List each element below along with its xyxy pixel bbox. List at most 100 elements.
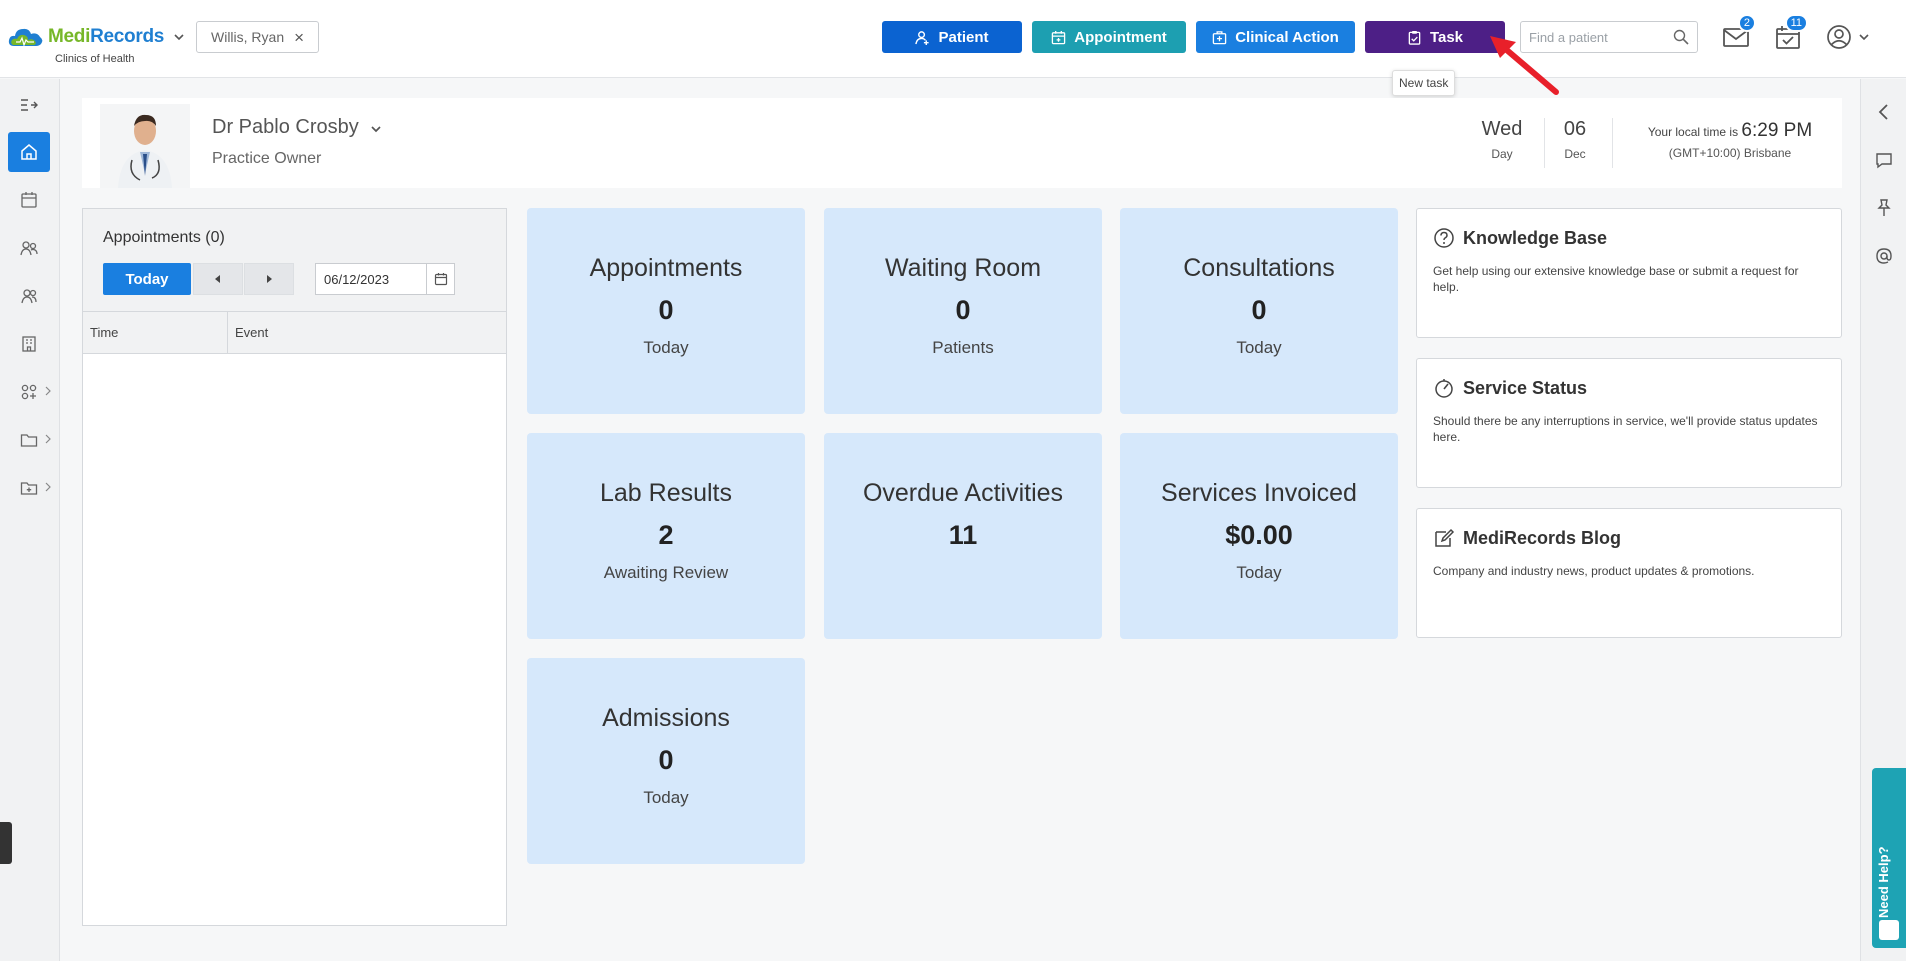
date-value: 06 xyxy=(1563,118,1587,140)
card-body: Should there be any interruptions in ser… xyxy=(1433,414,1818,444)
tile-subtitle: Today xyxy=(643,788,689,807)
tile-title: Waiting Room xyxy=(884,254,1042,282)
user-menu-button[interactable] xyxy=(1826,22,1876,52)
mention-icon[interactable] xyxy=(1873,245,1895,267)
tile-admissions[interactable]: Admissions 0 Today xyxy=(527,658,805,864)
new-patient-button[interactable]: Patient xyxy=(882,21,1022,53)
logo-text: MediRecords xyxy=(48,26,165,47)
chevron-down-icon xyxy=(1859,34,1869,41)
date-field[interactable]: 06/12/2023 xyxy=(324,271,390,287)
current-patient-chip[interactable]: Willis, Ryan × xyxy=(196,21,320,53)
find-patient-search[interactable]: Find a patient xyxy=(1520,21,1698,53)
tile-services-invoiced[interactable]: Services Invoiced $0.00 Today xyxy=(1120,433,1398,639)
card-service-status[interactable]: Service Status Should there be any inter… xyxy=(1416,358,1842,488)
local-time-display: Your local time is 6:29 PM (GMT+10:00) B… xyxy=(1630,120,1830,160)
question-circle-icon xyxy=(1434,228,1454,248)
doctor-role: Practice Owner xyxy=(212,150,322,167)
close-icon[interactable]: × xyxy=(294,27,305,47)
clinical-action-button[interactable]: Clinical Action xyxy=(1196,21,1355,53)
sidebar-item-home[interactable] xyxy=(8,132,50,172)
column-header-event[interactable]: Event xyxy=(235,325,269,340)
need-help-label: Need Help? xyxy=(1876,846,1891,918)
top-bar: MediRecords Clinics of Health Willis, Ry… xyxy=(0,0,1906,78)
card-blog[interactable]: MediRecords Blog Company and industry ne… xyxy=(1416,508,1842,638)
caret-right-icon xyxy=(267,275,272,283)
tile-value: 0 xyxy=(955,295,971,325)
messages-count-badge: 2 xyxy=(1737,14,1756,32)
medical-bag-icon xyxy=(1212,30,1227,44)
calendar-tasks-button[interactable]: 11 xyxy=(1772,14,1808,52)
next-day-button[interactable] xyxy=(244,263,294,295)
tile-value: 2 xyxy=(658,520,674,550)
clipboard-check-icon xyxy=(1408,30,1421,45)
tile-value: 11 xyxy=(948,520,978,550)
appointments-panel-header: Appointments (0) Today 06/12/2023 xyxy=(83,209,506,312)
new-appointment-button[interactable]: Appointment xyxy=(1032,21,1186,53)
chevron-left-icon[interactable] xyxy=(1873,101,1895,123)
tile-overdue-activities[interactable]: Overdue Activities 11 xyxy=(824,433,1102,639)
doctor-name-dropdown[interactable]: Dr Pablo Crosby xyxy=(212,116,383,139)
search-input[interactable]: Find a patient xyxy=(1529,29,1608,45)
tile-title: Consultations xyxy=(1183,254,1335,282)
sidebar-item-patients[interactable] xyxy=(8,228,50,268)
chevron-right-icon xyxy=(45,434,51,444)
day-label: Day xyxy=(1491,147,1513,161)
home-icon xyxy=(21,144,37,160)
tile-value: 0 xyxy=(1251,295,1267,325)
left-sidebar xyxy=(0,79,60,961)
tile-consultations[interactable]: Consultations 0 Today xyxy=(1120,208,1398,414)
search-icon[interactable] xyxy=(1673,29,1689,45)
folder-icon xyxy=(20,434,38,447)
timezone-label: (GMT+10:00) Brisbane xyxy=(1668,146,1792,160)
tile-appointments[interactable]: Appointments 0 Today xyxy=(527,208,805,414)
building-icon xyxy=(22,336,36,352)
sidebar-item-records[interactable] xyxy=(8,468,51,508)
local-time-value: 6:29 PM xyxy=(1741,120,1813,141)
tasks-count-badge: 11 xyxy=(1784,14,1808,32)
calendar-picker-button[interactable] xyxy=(426,264,454,294)
expand-menu-icon xyxy=(21,99,38,111)
date-display: 06 Dec xyxy=(1550,118,1600,161)
divider xyxy=(1612,118,1613,168)
tile-subtitle: Today xyxy=(643,338,689,357)
pin-icon[interactable] xyxy=(1873,197,1895,219)
tile-value: 0 xyxy=(658,295,674,325)
sidebar-item-contacts[interactable] xyxy=(8,276,50,316)
messages-button[interactable]: 2 xyxy=(1720,14,1756,52)
tile-title: Appointments xyxy=(589,254,743,282)
card-knowledge-base[interactable]: Knowledge Base Get help using our extens… xyxy=(1416,208,1842,338)
chevron-right-icon xyxy=(45,386,51,396)
sidebar-item-calendar[interactable] xyxy=(8,180,50,220)
appointments-table-header: Time Event xyxy=(83,312,506,354)
today-button[interactable]: Today xyxy=(103,263,191,295)
date-picker[interactable]: 06/12/2023 xyxy=(315,263,455,295)
patients-icon xyxy=(20,241,38,256)
sidebar-item-services[interactable] xyxy=(8,372,51,412)
chevron-down-icon[interactable] xyxy=(172,30,186,44)
cloud-logo-icon xyxy=(8,28,43,47)
tile-value: $0.00 xyxy=(1225,520,1293,550)
tile-lab-results[interactable]: Lab Results 2 Awaiting Review xyxy=(527,433,805,639)
column-header-time[interactable]: Time xyxy=(83,312,228,353)
new-task-button[interactable]: Task xyxy=(1365,21,1505,53)
expand-sidebar-button[interactable] xyxy=(8,85,50,125)
card-title: MediRecords Blog xyxy=(1463,527,1622,548)
need-help-button[interactable]: Need Help? xyxy=(1872,768,1906,948)
side-tab-handle[interactable] xyxy=(0,822,12,864)
chat-icon[interactable] xyxy=(1873,149,1895,171)
annotation-arrow-icon xyxy=(1490,36,1559,95)
card-body: Get help using our extensive knowledge b… xyxy=(1433,264,1799,294)
edit-note-icon xyxy=(1435,528,1455,547)
previous-day-button[interactable] xyxy=(193,263,243,295)
sidebar-item-facility[interactable] xyxy=(8,324,50,364)
sidebar-item-documents[interactable] xyxy=(8,420,51,460)
tile-title: Admissions xyxy=(602,704,730,732)
doctor-name: Dr Pablo Crosby xyxy=(212,116,359,138)
speedometer-icon xyxy=(1435,379,1453,398)
app-logo[interactable]: MediRecords xyxy=(8,26,186,48)
calendar-icon xyxy=(434,273,447,286)
tile-waiting-room[interactable]: Waiting Room 0 Patients xyxy=(824,208,1102,414)
tile-subtitle: Awaiting Review xyxy=(603,563,729,582)
divider xyxy=(1544,118,1545,168)
card-body: Company and industry news, product updat… xyxy=(1433,564,1755,578)
